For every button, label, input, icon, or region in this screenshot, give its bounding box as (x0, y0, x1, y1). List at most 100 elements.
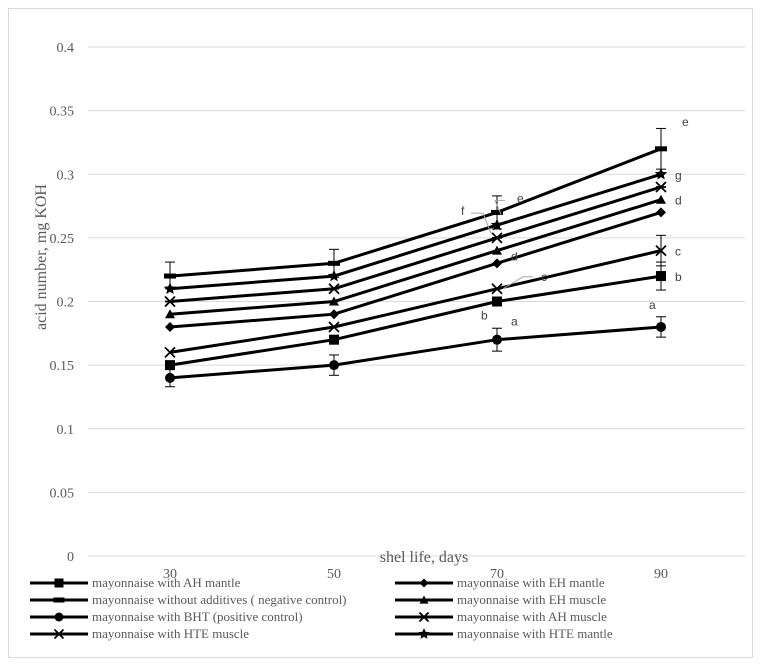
significance-label: a (649, 298, 656, 312)
series-line (169, 325, 662, 380)
series-8 (163, 167, 668, 294)
series-2 (165, 207, 666, 332)
significance-label: c (675, 245, 681, 259)
series-4 (165, 194, 666, 319)
series-7 (164, 244, 667, 359)
point-marker (656, 194, 666, 204)
series-line (169, 185, 662, 303)
annotation-label: d (511, 250, 518, 264)
annotation: e (494, 191, 524, 215)
series-5 (165, 321, 666, 383)
point-marker (490, 218, 504, 231)
annotations: f e d c b a (461, 191, 547, 328)
series-line (169, 274, 662, 367)
point-marker (654, 167, 668, 180)
series-1 (165, 271, 666, 371)
legend-label: mayonnaise with EH mantle (457, 575, 605, 590)
y-axis-ticks: 0 0.05 0.1 0.15 0.2 0.25 0.3 0.35 0.4 (50, 41, 75, 565)
point-marker (656, 321, 666, 332)
y-tick-label: 0.2 (57, 296, 75, 311)
point-marker (164, 346, 176, 359)
annotation-label: a (511, 315, 518, 329)
y-tick-label: 0.35 (50, 105, 75, 120)
x-tick-label: 90 (654, 567, 668, 582)
x-axis-title: shel life, days (380, 549, 468, 566)
legend-label: mayonnaise without additives ( negative … (92, 592, 347, 607)
point-marker (655, 181, 667, 193)
point-marker (165, 309, 175, 319)
y-tick-label: 0 (67, 550, 74, 565)
point-marker (656, 271, 666, 282)
significance-label: g (675, 168, 682, 182)
point-marker (491, 209, 503, 215)
y-tick-label: 0.25 (50, 232, 75, 247)
point-marker (418, 628, 430, 639)
annotation-label: e (517, 191, 524, 205)
legend-item: mayonnaise with EH mantle (395, 575, 605, 590)
x-axis-ticks: 30 50 70 90 (163, 567, 668, 582)
x-tick-label: 70 (490, 567, 504, 582)
annotation: f (461, 204, 492, 234)
y-tick-label: 0.4 (57, 41, 75, 56)
point-marker (492, 245, 502, 255)
legend-item: mayonnaise with HTE mantle (395, 626, 613, 641)
annotation-label: f (461, 204, 465, 218)
significance-label: e (682, 115, 689, 129)
y-tick-label: 0.15 (50, 359, 75, 374)
point-marker (54, 578, 64, 588)
legend-item: mayonnaise without additives ( negative … (30, 592, 347, 607)
point-marker (419, 595, 429, 604)
significance-label: b (675, 270, 682, 284)
point-marker (418, 611, 430, 623)
y-tick-label: 0.3 (57, 168, 75, 183)
y-tick-label: 0.1 (57, 423, 75, 438)
series-6 (164, 181, 667, 308)
point-marker (419, 578, 429, 588)
series-line (169, 249, 662, 354)
legend-label: mayonnaise with EH muscle (457, 592, 606, 607)
x-tick-label: 30 (163, 567, 177, 582)
legend-label: mayonnaise with BHT (positive control) (92, 609, 303, 624)
annotation-label: b (481, 309, 488, 323)
point-marker (328, 283, 340, 295)
point-marker (328, 260, 340, 266)
legend-item: mayonnaise with EH muscle (395, 592, 606, 607)
annotation: d (511, 250, 518, 264)
point-marker (656, 207, 666, 218)
point-marker (491, 283, 503, 295)
series-lines (163, 146, 668, 383)
point-marker (328, 321, 340, 333)
series-line (169, 147, 662, 278)
point-marker (492, 334, 502, 345)
significance-label: d (675, 194, 682, 208)
point-marker (165, 360, 175, 371)
series-line (169, 172, 662, 291)
point-marker (329, 309, 339, 320)
point-marker (164, 273, 176, 279)
legend-label: mayonnaise with AH mantle (92, 575, 241, 590)
point-marker (164, 295, 176, 308)
legend-item: mayonnaise with HTE muscle (30, 626, 249, 641)
series-line (169, 210, 662, 329)
legend-label: mayonnaise with HTE mantle (457, 626, 613, 641)
point-marker (54, 612, 64, 622)
error-bars (165, 127, 666, 388)
chart-frame (8, 8, 753, 658)
point-marker (492, 296, 502, 307)
legend-item: mayonnaise with BHT (positive control) (30, 609, 303, 624)
series-line (169, 198, 662, 316)
point-marker (165, 372, 175, 383)
point-marker (329, 334, 339, 345)
point-marker (329, 296, 339, 306)
point-marker (329, 360, 339, 371)
annotation: c (502, 270, 547, 290)
point-marker (53, 597, 65, 603)
annotation: b (481, 309, 488, 323)
y-tick-label: 0.05 (50, 486, 75, 501)
legend-label: mayonnaise with HTE muscle (92, 626, 249, 641)
y-axis-title: acid number, mg KOH (33, 184, 50, 330)
annotation-label: c (541, 270, 547, 284)
gridlines (88, 46, 745, 557)
x-tick-label: 50 (327, 567, 341, 582)
